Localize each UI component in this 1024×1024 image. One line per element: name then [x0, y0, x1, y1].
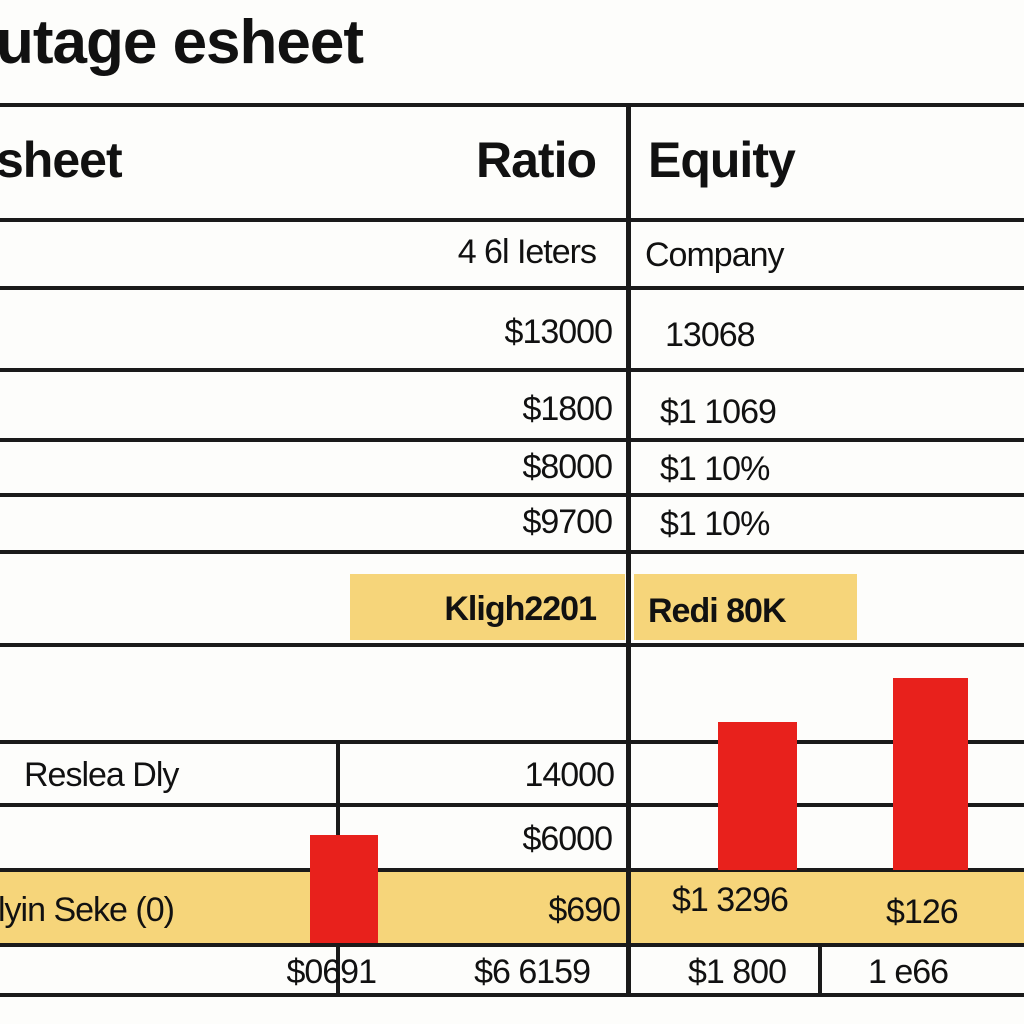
- row-line: [0, 643, 1024, 647]
- column-line: [626, 103, 631, 997]
- cell: 13068: [665, 316, 756, 354]
- row-line: [0, 993, 1024, 997]
- cell: $1 1069: [660, 393, 777, 431]
- column-line: [336, 943, 340, 997]
- cell: $1 10%: [660, 450, 770, 488]
- cell: 1 e66: [868, 953, 949, 991]
- highlight-text: Kligh2201: [444, 590, 597, 628]
- row-line: [0, 550, 1024, 554]
- red-bar: [310, 835, 378, 943]
- column-header: Ratio: [476, 132, 597, 188]
- column-line: [336, 740, 340, 870]
- cell: $1 10%: [660, 505, 770, 543]
- cell: $0691: [286, 953, 377, 991]
- column-header: sheet: [0, 132, 123, 188]
- red-bar: [718, 722, 797, 870]
- cell: $6000: [522, 820, 613, 858]
- row-line: [0, 368, 1024, 372]
- cell: $126: [886, 893, 959, 931]
- cell: 14000: [524, 756, 615, 794]
- red-bar: [893, 678, 968, 870]
- row-label: lyin Seke (0): [0, 891, 175, 929]
- row-line: [0, 103, 1024, 107]
- highlight-cell: [634, 574, 857, 640]
- subheader: 4 6l Ieters: [457, 233, 597, 271]
- summary-row: [0, 872, 1024, 944]
- row-line: [0, 218, 1024, 222]
- cell: $1800: [522, 390, 613, 428]
- row-line: [0, 803, 1024, 807]
- highlight-cell: [350, 574, 625, 640]
- highlight-text: Redi 80K: [648, 592, 786, 630]
- subheader: Company: [645, 236, 785, 274]
- cell: $6 6159: [474, 953, 591, 991]
- cell: $690: [548, 891, 621, 929]
- row-line: [0, 943, 1024, 947]
- cell: $13000: [504, 313, 613, 351]
- title: utage esheet: [0, 8, 364, 77]
- cell: $9700: [522, 503, 613, 541]
- column-header: Equity: [648, 132, 796, 188]
- row-line: [0, 868, 1024, 872]
- row-line: [0, 438, 1024, 442]
- row-line: [0, 740, 1024, 744]
- cell: $8000: [522, 448, 613, 486]
- cell: $1 800: [688, 953, 787, 991]
- cell: $1 3296: [672, 881, 789, 919]
- row-line: [0, 493, 1024, 497]
- column-line: [818, 943, 822, 997]
- row-label: Reslea Dly: [24, 756, 179, 794]
- row-line: [0, 286, 1024, 290]
